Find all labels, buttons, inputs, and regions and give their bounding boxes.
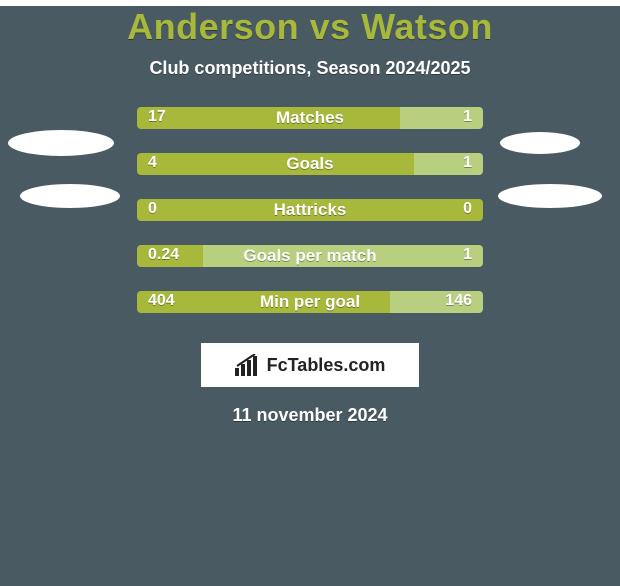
stat-label: Hattricks (137, 200, 483, 220)
source-badge-text: FcTables.com (267, 355, 386, 376)
player-ellipse (498, 184, 602, 208)
stat-label: Goals per match (137, 246, 483, 266)
stat-row: 0.241Goals per match (0, 245, 620, 291)
player-ellipse (8, 130, 114, 156)
bars-icon (235, 354, 261, 376)
date-label: 11 november 2024 (0, 405, 620, 426)
player-ellipse (20, 184, 120, 208)
stat-label: Min per goal (137, 292, 483, 312)
page-subtitle: Club competitions, Season 2024/2025 (0, 58, 620, 79)
comparison-infographic: Anderson vs Watson Club competitions, Se… (0, 6, 620, 586)
stat-row: 404146Min per goal (0, 291, 620, 337)
stat-label: Matches (137, 108, 483, 128)
player-ellipse (500, 132, 580, 154)
page-title: Anderson vs Watson (0, 6, 620, 48)
stat-label: Goals (137, 154, 483, 174)
source-badge: FcTables.com (201, 343, 419, 387)
